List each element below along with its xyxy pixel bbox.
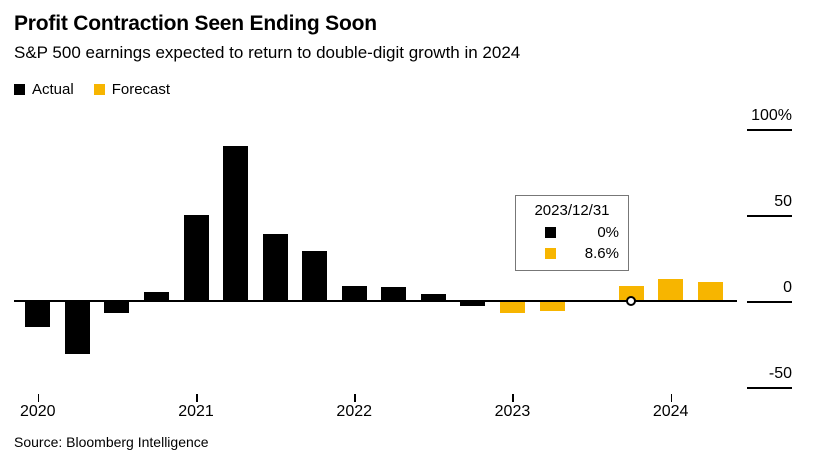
legend-label-actual: Actual — [32, 81, 74, 98]
bar-2021q1-actual[interactable] — [183, 215, 209, 301]
y-axis-tick — [747, 301, 792, 303]
tooltip-date: 2023/12/31 — [534, 202, 610, 219]
bar-2020q4-actual[interactable] — [143, 292, 169, 301]
tooltip: 2023/12/31 0% 8.6% — [515, 195, 629, 271]
legend-item-forecast[interactable]: Forecast — [93, 81, 171, 98]
chart[interactable]: 2023/12/31 0% 8.6% 100% 50 0 -50 2020 2021 202… — [0, 106, 824, 424]
tooltip-row-forecast: 8.6% — [525, 245, 619, 262]
x-axis-label: 2024 — [652, 403, 689, 420]
bar-2023q2-forecast[interactable] — [539, 301, 565, 312]
source-note: Source: Bloomberg Intelligence — [14, 434, 209, 450]
tooltip-row-actual: 0% — [525, 224, 619, 241]
legend-item-actual[interactable]: Actual — [14, 81, 74, 98]
legend-swatch-actual-icon — [14, 84, 25, 95]
y-axis-label: 50 — [774, 193, 792, 210]
bar-2022q1-actual[interactable] — [341, 285, 367, 301]
tooltip-swatch-forecast-icon — [545, 248, 556, 259]
y-axis-tick — [747, 215, 792, 217]
bar-2022q2-actual[interactable] — [381, 287, 407, 301]
tooltip-value-forecast: 8.6% — [584, 245, 619, 262]
y-axis-label: -50 — [768, 365, 792, 382]
bar-2020q1-actual[interactable] — [25, 301, 51, 327]
y-axis-label: 100% — [751, 107, 792, 124]
bar-2022q3-actual[interactable] — [420, 294, 446, 301]
x-axis-label: 2021 — [178, 403, 214, 420]
bar-2021q3-actual[interactable] — [262, 233, 288, 301]
bar-2024q2-forecast[interactable] — [697, 282, 723, 301]
legend: Actual Forecast — [14, 81, 808, 98]
bar-2024q1-forecast[interactable] — [658, 278, 684, 301]
bar-2023q1-forecast[interactable] — [499, 301, 525, 314]
bar-2022q4-actual[interactable] — [460, 301, 486, 307]
legend-swatch-forecast-icon — [93, 84, 105, 95]
x-axis-tick — [354, 394, 356, 402]
x-axis-tick — [196, 394, 198, 402]
x-axis-label: 2020 — [19, 403, 56, 420]
bar-2023q4-forecast[interactable] — [618, 286, 644, 301]
x-axis-label: 2022 — [336, 403, 373, 420]
bar-2020q2-actual[interactable] — [64, 301, 90, 355]
highlight-marker — [626, 296, 637, 306]
x-axis-label: 2023 — [494, 403, 531, 420]
x-axis-tick — [512, 394, 514, 402]
bar-2021q4-actual[interactable] — [302, 251, 328, 301]
chart-subtitle: S&P 500 earnings expected to return to d… — [14, 43, 521, 62]
y-axis-label: 0 — [783, 279, 792, 296]
zero-axis-line — [14, 300, 737, 302]
y-axis-tick — [747, 387, 792, 389]
bar-2020q3-actual[interactable] — [104, 301, 130, 314]
x-axis-tick — [670, 394, 673, 402]
y-axis-tick — [747, 129, 792, 131]
tooltip-swatch-actual-icon — [545, 227, 556, 238]
legend-label-forecast: Forecast — [111, 81, 171, 98]
chart-header: Profit Contraction Seen Ending Soon S&P … — [0, 0, 824, 98]
x-axis-tick — [37, 394, 40, 402]
tooltip-value-actual: 0% — [597, 224, 619, 241]
bar-2021q2-actual[interactable] — [223, 146, 249, 301]
page-title: Profit Contraction Seen Ending Soon — [14, 12, 377, 35]
